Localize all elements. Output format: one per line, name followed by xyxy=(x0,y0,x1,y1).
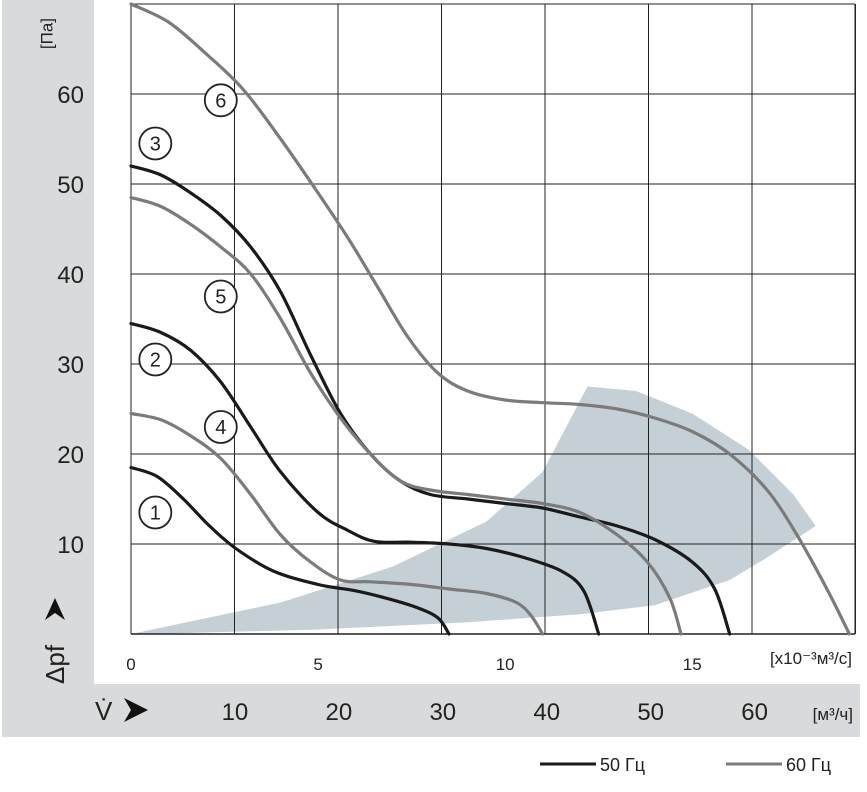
operating-region xyxy=(131,386,816,634)
curve-label-4: 4 xyxy=(215,417,226,439)
y-tick-labels: 10 20 30 40 50 60 xyxy=(57,82,84,559)
flow-tick-label: 40 xyxy=(533,699,560,726)
y-tick-label: 20 xyxy=(57,442,84,469)
curve-label-circle-3 xyxy=(138,126,173,161)
x-tick-label: 15 xyxy=(683,655,702,674)
series-line-6 xyxy=(129,2,851,636)
x-axis-unit: [x10⁻³м³/с] xyxy=(770,649,852,668)
x-tick-label: 10 xyxy=(496,655,515,674)
y-tick-label: 40 xyxy=(57,262,84,289)
flow-axis-arrow-icon xyxy=(124,698,148,722)
series-line-4 xyxy=(129,411,545,636)
flow-tick-labels: 10 20 30 40 50 60 xyxy=(222,699,768,726)
series-layer xyxy=(129,2,851,636)
legend: 50 Гц 60 Гц xyxy=(540,755,831,775)
flow-axis-unit: [м³/ч] xyxy=(813,705,853,724)
flow-tick-label: 50 xyxy=(637,699,664,726)
y-tick-label: 60 xyxy=(57,82,84,109)
curve-label-circle-2 xyxy=(138,342,173,377)
flow-tick-label: 60 xyxy=(741,699,768,726)
flow-tick-label: 30 xyxy=(429,699,456,726)
curve-label-circle-1 xyxy=(138,495,173,530)
series-line-2 xyxy=(129,321,601,636)
curve-label-circle-4 xyxy=(203,410,238,444)
curve-label-circle-5 xyxy=(203,279,238,314)
legend-label-50hz: 50 Гц xyxy=(600,755,645,775)
curve-labels: 1 2 3 4 5 6 xyxy=(138,83,238,530)
y-axis-label: Δpf xyxy=(40,644,70,684)
curve-label-circle-6 xyxy=(203,83,238,118)
curve-label-1: 1 xyxy=(150,503,161,525)
y-axis-arrow-icon xyxy=(45,598,65,620)
series-line-1 xyxy=(129,465,451,636)
series-line-5 xyxy=(129,195,683,636)
y-tick-label: 30 xyxy=(57,352,84,379)
operating-region-layer xyxy=(131,386,816,634)
x-tick-labels: 0 5 10 15 xyxy=(126,655,701,674)
curve-label-3: 3 xyxy=(150,134,161,156)
x-tick-label: 0 xyxy=(126,655,135,674)
y-tick-label: 10 xyxy=(57,532,84,559)
flow-tick-label: 20 xyxy=(326,699,353,726)
series-line-3 xyxy=(129,164,732,636)
y-tick-label: 50 xyxy=(57,172,84,199)
x-tick-label: 5 xyxy=(313,655,322,674)
curve-label-2: 2 xyxy=(150,350,161,372)
flow-tick-label: 10 xyxy=(222,699,249,726)
flow-axis-band xyxy=(94,684,860,737)
legend-label-60hz: 60 Гц xyxy=(786,755,831,775)
curve-label-6: 6 xyxy=(215,90,226,112)
flow-axis-label: V̇ xyxy=(95,696,113,726)
y-axis-unit: [Па] xyxy=(38,18,57,49)
curve-label-5: 5 xyxy=(215,287,226,309)
